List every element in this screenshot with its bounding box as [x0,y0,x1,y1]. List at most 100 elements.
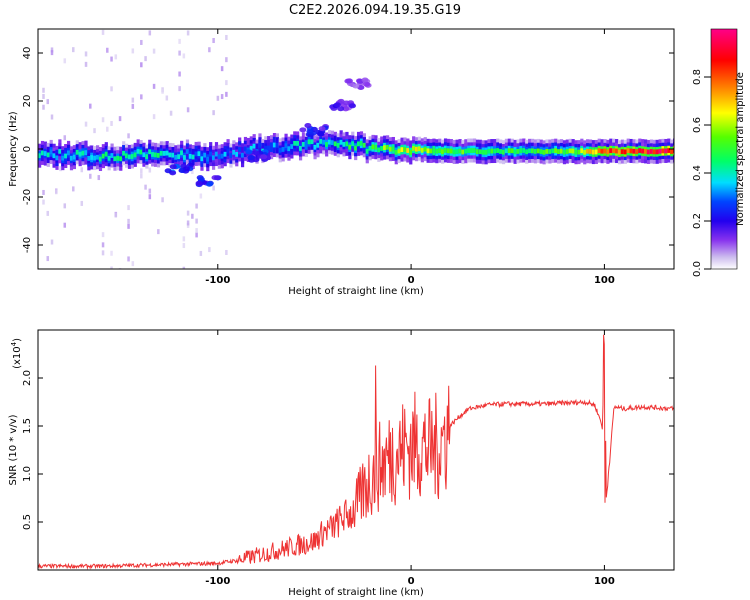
spectral-speckle [144,184,147,190]
spectral-speckle [225,91,228,97]
spectral-ridge-cell [374,144,378,150]
spectral-speckle [161,197,164,203]
spectral-branch-blob [348,103,356,109]
colorbar-gradient [710,28,738,270]
spectral-ridge-cell [264,145,268,151]
spectral-ridge-cell [557,149,561,154]
spectral-speckle [101,29,105,35]
spectral-ridge-cell [319,139,323,144]
colorbar-tick-label: 0.0 [692,261,703,277]
spectral-ridge-cell [127,154,132,160]
spectral-ridge-cell [368,145,372,151]
spectral-ridge-cell [243,146,248,152]
snr-panel: -100 0 100 0.5 1.0 1.5 2.0 Height of straight… [8,329,675,598]
spectral-ridge-cell [586,148,590,154]
spectral-ridge-cell [46,152,50,158]
spectral-ridge-cell [130,154,134,159]
spectral-speckle [148,194,152,200]
spectral-ridge-cell [330,140,335,146]
spectral-branch-blob [317,131,325,137]
spectral-speckle [101,117,105,123]
spectral-branch-blob [197,176,205,182]
spectral-speckle [46,210,50,216]
spectral-ridge-cell [351,141,355,147]
snr-series-line [38,334,674,570]
spectral-ridge-cell [423,146,427,152]
spectral-ridge-cell [171,152,175,158]
spectral-speckle [191,169,194,175]
spectral-ridge-cell [603,148,607,154]
spectral-speckle [186,30,190,36]
spectral-speckle [148,167,152,173]
spectral-ridge-cell [533,148,538,154]
snr-x-label: Height of straight line (km) [288,587,424,598]
spectral-ridge-cell [568,148,572,154]
spectral-speckle [42,189,45,195]
spectral-ridge-cell [359,140,364,146]
spectral-ridge-cell [409,150,413,155]
spectral-speckle [46,256,50,262]
spectral-speckle [106,126,109,132]
spectral-ridge-cell [371,144,375,150]
spectral-ridge-cell [519,148,523,154]
spectral-speckle [42,87,45,93]
spectral-ridge-cell [197,151,201,157]
spectral-speckle [195,218,198,224]
spectral-ridge-cell [464,148,468,154]
y-tick-label: -20 [22,189,33,205]
spectral-ridge-cell [504,148,509,154]
snr-background [38,330,674,570]
spectral-speckle [127,133,130,139]
spectral-ridge-cell [206,156,210,162]
spectral-ridge-cell [226,148,230,154]
spectral-speckle [208,47,211,53]
spectral-ridge-cell [78,151,82,157]
spectral-ridge-cell [354,145,358,151]
figure-title: C2E2.2026.094.19.35.G19 [289,3,461,18]
spectral-ridge-cell [443,148,448,153]
spectral-branch-blob [178,167,186,173]
spectral-ridge-cell [623,149,627,155]
x-tick-label: 100 [594,576,615,587]
spectral-ridge-cell [95,154,100,160]
spectral-speckle [131,103,135,109]
spectrogram-heatmap [38,29,674,269]
spectral-speckle [63,135,67,141]
spectral-ridge-cell [475,149,480,155]
x-tick-label: 100 [594,275,615,286]
spectral-ridge-cell [655,149,659,155]
spectral-ridge-cell [66,150,71,156]
spectral-ridge-cell [182,155,187,160]
spectral-ridge-cell [528,148,532,154]
spectral-speckle [118,116,122,122]
spectral-ridge-cell [615,148,619,154]
y-tick-label: 0 [22,146,33,152]
spectral-ridge-cell [93,155,97,161]
spectral-ridge-cell [617,149,622,155]
spectral-branch-blob [337,106,345,112]
spectral-ridge-cell [412,145,416,151]
spectral-ridge-cell [64,153,68,159]
snr-frame [37,329,675,571]
spectral-ridge-cell [620,149,625,155]
spectral-speckle [46,99,50,105]
colorbar-tick-label: 0.4 [692,165,703,181]
spectral-speckle [93,128,96,134]
spectral-speckle [178,38,181,44]
spectral-speckle [42,93,45,99]
spectral-ridge-cell [446,148,451,154]
spectral-speckle [72,47,75,53]
spectral-ridge-cell [301,141,306,147]
spectral-ridge-cell [249,145,253,151]
spectral-ridge-cell [565,149,569,154]
spectral-ridge-cell [435,148,439,154]
spectral-ridge-cell [403,147,407,152]
spectral-ridge-cell [124,153,129,159]
spectral-speckle [84,61,88,67]
spectral-ridge-cell [110,153,114,158]
spectral-ridge-cell [238,147,242,152]
spectral-branch-blob [214,175,222,181]
spectral-speckle [195,232,198,238]
spectral-ridge-cell [661,148,665,154]
spectral-speckle [161,88,164,94]
